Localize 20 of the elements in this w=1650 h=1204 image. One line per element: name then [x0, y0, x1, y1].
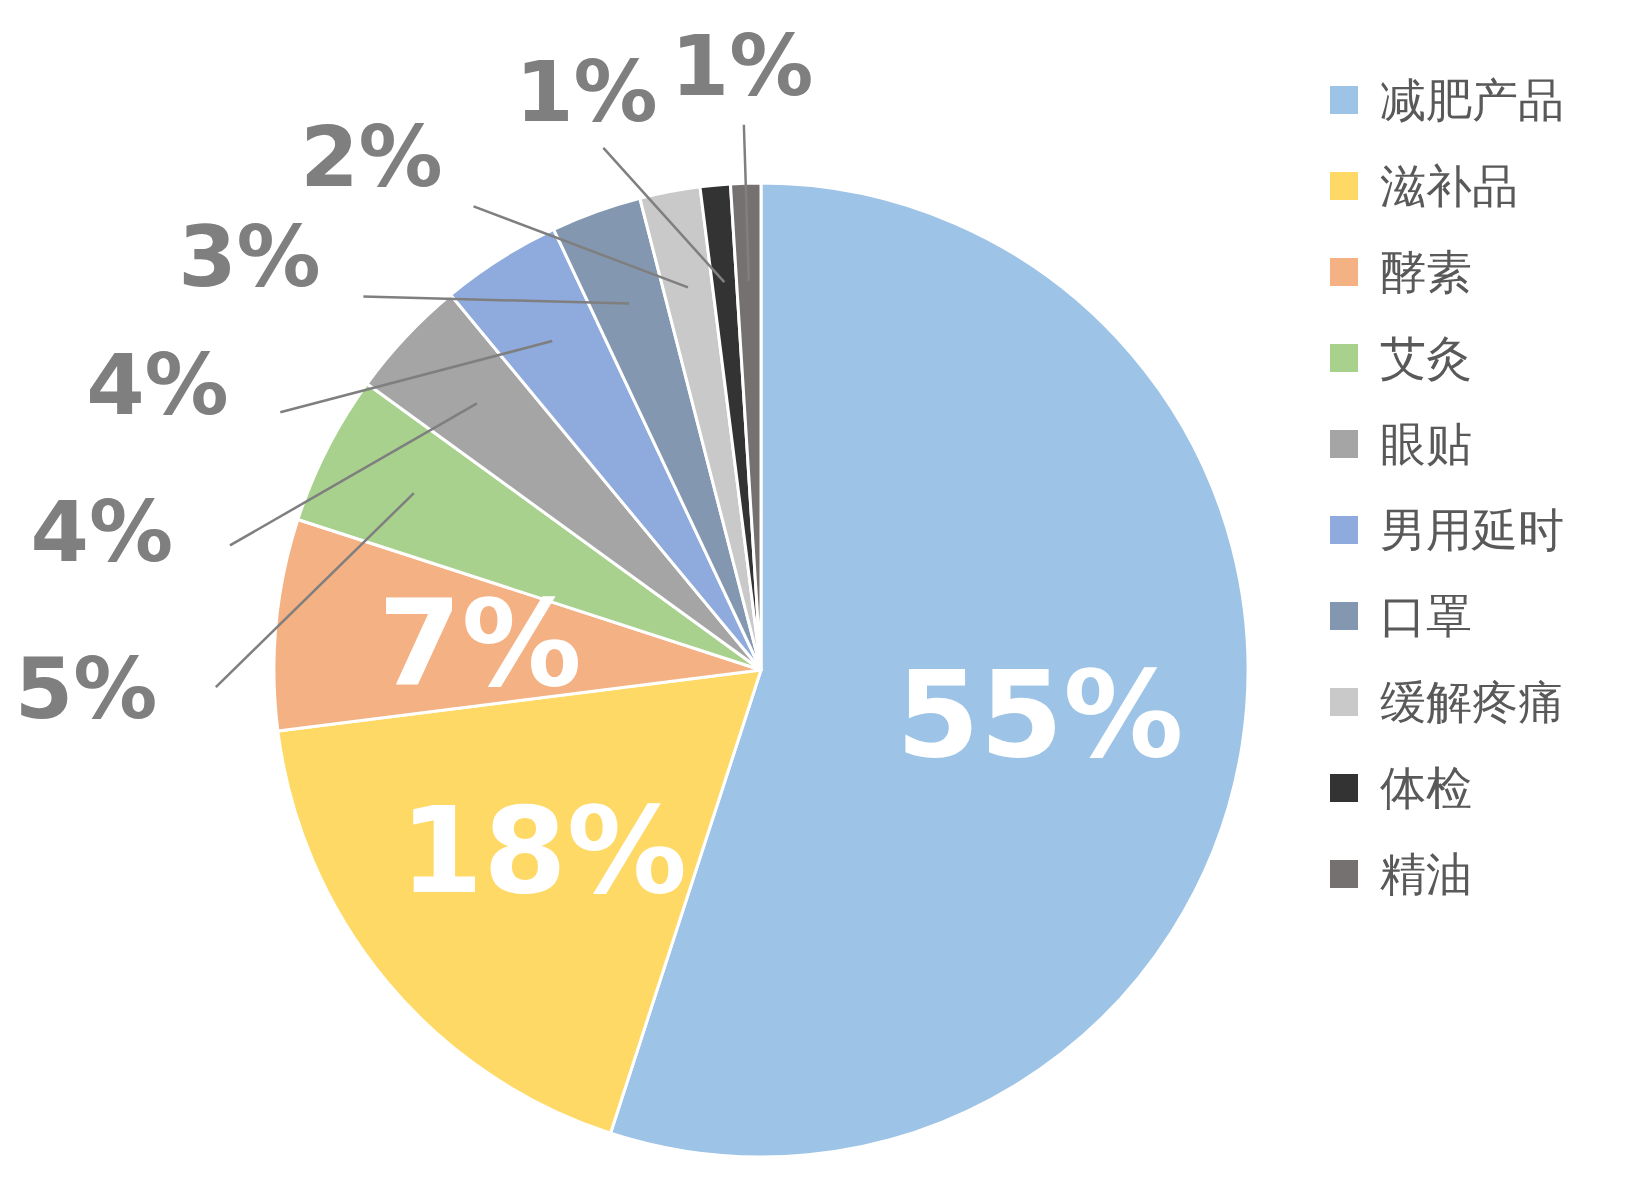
legend-label: 男用延时 [1380, 503, 1564, 557]
legend-label: 精油 [1380, 847, 1472, 901]
data-label: 1% [515, 42, 658, 141]
data-label: 18% [399, 780, 687, 920]
legend-label: 酵素 [1380, 245, 1472, 299]
legend-label: 艾灸 [1380, 331, 1472, 385]
data-label: 55% [896, 644, 1184, 784]
data-label: 2% [300, 107, 443, 206]
data-label: 1% [670, 17, 814, 116]
legend-label: 体检 [1380, 761, 1472, 815]
legend-label: 眼贴 [1380, 417, 1472, 471]
data-label: 7% [377, 573, 582, 713]
legend-label: 减肥产品 [1380, 73, 1564, 127]
legend-label: 缓解疼痛 [1380, 675, 1564, 729]
legend-label: 口罩 [1380, 589, 1472, 643]
data-label: 4% [30, 483, 174, 582]
data-label: 5% [14, 639, 158, 738]
data-label: 3% [178, 207, 321, 306]
legend-label: 滋补品 [1380, 159, 1518, 213]
data-label: 4% [86, 335, 229, 434]
